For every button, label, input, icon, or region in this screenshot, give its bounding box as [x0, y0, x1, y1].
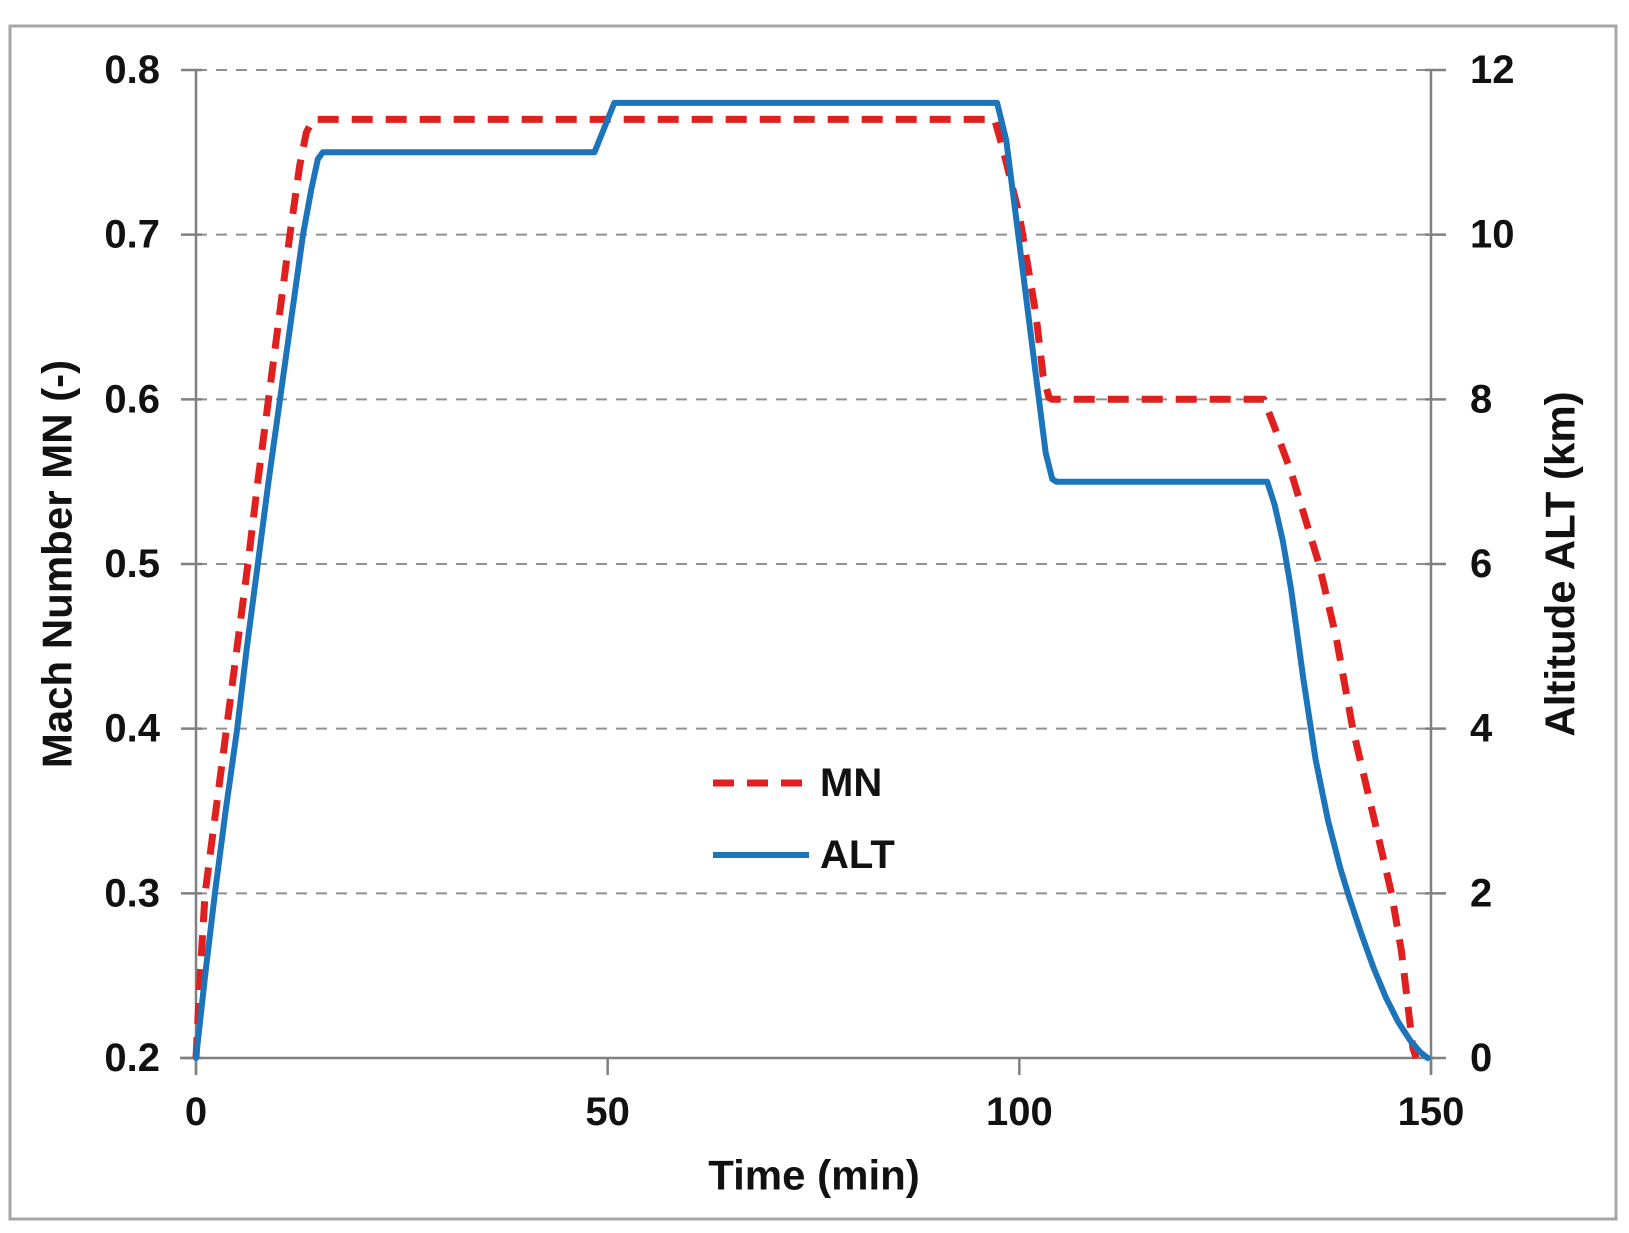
x-axis-title: Time (min): [708, 1152, 920, 1199]
right-tick-label: 10: [1470, 213, 1515, 257]
left-tick-label: 0.2: [104, 1036, 160, 1080]
legend-entry-alt: ALT: [713, 833, 895, 877]
series-line-mn: [192, 115, 1420, 1060]
x-tick-label: 50: [585, 1090, 630, 1134]
x-tick-label: 100: [986, 1090, 1053, 1134]
right-axis-title: Altitude ALT (km): [1537, 391, 1584, 736]
legend-entry-mn: MN: [713, 761, 882, 805]
right-tick-label: 4: [1470, 707, 1493, 751]
left-tick-label: 0.8: [104, 48, 160, 92]
right-tick-label: 0: [1470, 1036, 1492, 1080]
series-line-alt: [193, 99, 1431, 1061]
legend-label-alt: ALT: [820, 833, 895, 877]
series-lines: [192, 99, 1431, 1061]
x-tick-label: 0: [185, 1090, 207, 1134]
legend-label-mn: MN: [820, 761, 882, 805]
right-tick-label: 2: [1470, 871, 1492, 915]
tick-labels: 0.8 0.7 0.6 0.5 0.4 0.3 0.2 12 10 8 6 4 2 0 0 50 100 150: [104, 48, 1514, 1134]
x-tick-label: 150: [1398, 1090, 1465, 1134]
legend: MN ALT: [713, 761, 895, 877]
left-tick-label: 0.5: [104, 542, 160, 586]
left-tick-label: 0.4: [104, 707, 160, 751]
right-tick-label: 12: [1470, 48, 1515, 92]
left-tick-label: 0.3: [104, 871, 160, 915]
right-tick-label: 6: [1470, 542, 1492, 586]
axes: [180, 68, 1446, 1075]
left-tick-label: 0.7: [104, 213, 160, 257]
right-tick-label: 8: [1470, 377, 1492, 421]
left-tick-label: 0.6: [104, 377, 160, 421]
figure-border: [8, 24, 1618, 1221]
left-axis-title: Mach Number MN (-): [34, 360, 81, 768]
